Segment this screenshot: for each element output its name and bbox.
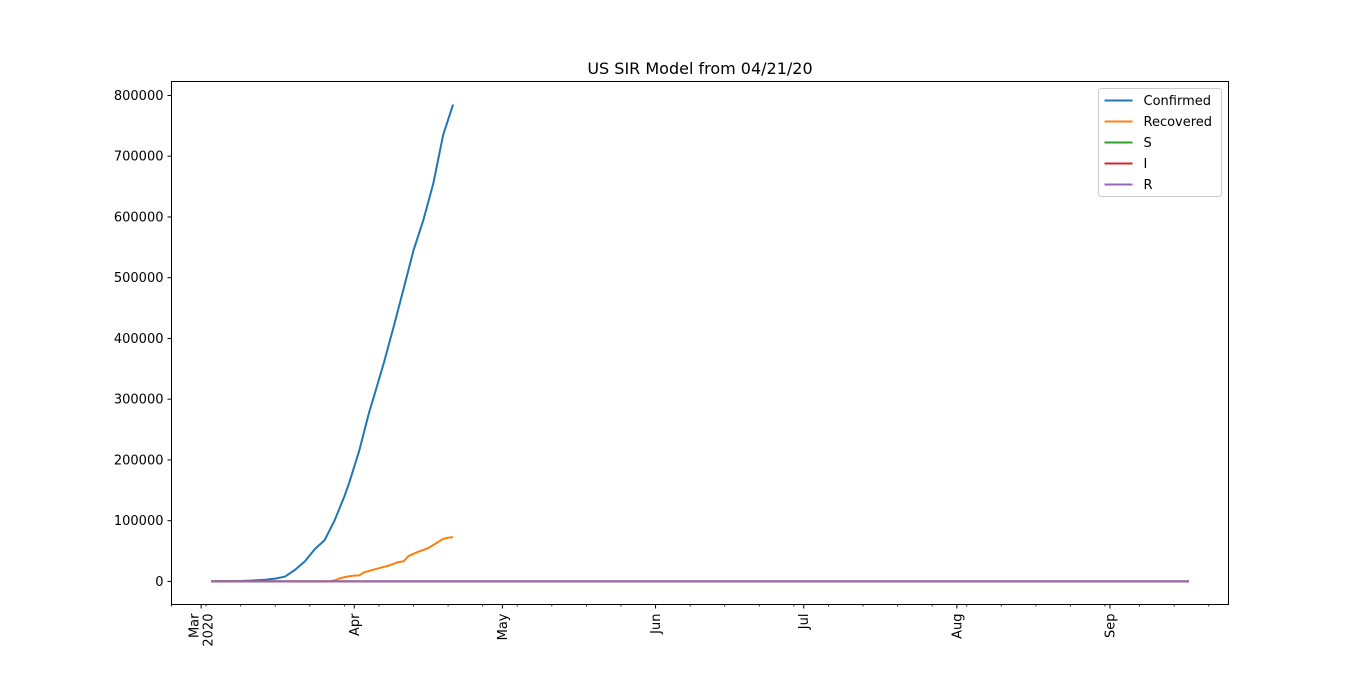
chart-title: US SIR Model from 04/21/20 bbox=[587, 59, 812, 78]
x-tick-label: Apr bbox=[348, 613, 363, 636]
x-axis: Mar 2020 Apr May Jun Jul Aug Sep bbox=[171, 604, 1210, 647]
plot-area bbox=[210, 104, 1189, 583]
x-tick-label: 2020 bbox=[202, 614, 217, 647]
x-tick-label: Aug bbox=[950, 614, 965, 639]
y-tick-label: 0 bbox=[155, 575, 163, 590]
y-tick-label: 100000 bbox=[114, 514, 164, 529]
legend-label-recovered: Recovered bbox=[1144, 115, 1213, 130]
legend: Confirmed Recovered SIR bbox=[1098, 88, 1222, 197]
y-tick-label: 400000 bbox=[114, 332, 164, 347]
series-line-recovered bbox=[211, 536, 454, 583]
x-tick-label: Mar bbox=[188, 613, 203, 638]
x-tick-label: Sep bbox=[1103, 614, 1118, 639]
legend-label-s: S bbox=[1144, 136, 1152, 151]
legend-box bbox=[1098, 88, 1222, 197]
legend-label-r: R bbox=[1144, 178, 1153, 193]
y-tick-label: 600000 bbox=[114, 210, 164, 225]
series-line-confirmed bbox=[210, 104, 454, 583]
legend-label-i: I bbox=[1144, 157, 1148, 172]
y-tick-label: 500000 bbox=[114, 271, 164, 286]
y-axis: 0 100000 200000 300000 400000 500000 600000 700… bbox=[114, 89, 172, 590]
y-tick-label: 300000 bbox=[114, 393, 164, 408]
x-tick-label: Jul bbox=[797, 614, 812, 631]
y-tick-label: 700000 bbox=[114, 150, 164, 165]
x-tick-label: May bbox=[496, 613, 511, 640]
legend-label-confirmed: Confirmed bbox=[1144, 94, 1212, 109]
y-tick-label: 800000 bbox=[114, 89, 164, 104]
x-tick-label: Jun bbox=[649, 614, 664, 635]
y-tick-label: 200000 bbox=[114, 453, 164, 468]
plot-frame bbox=[171, 81, 1229, 605]
